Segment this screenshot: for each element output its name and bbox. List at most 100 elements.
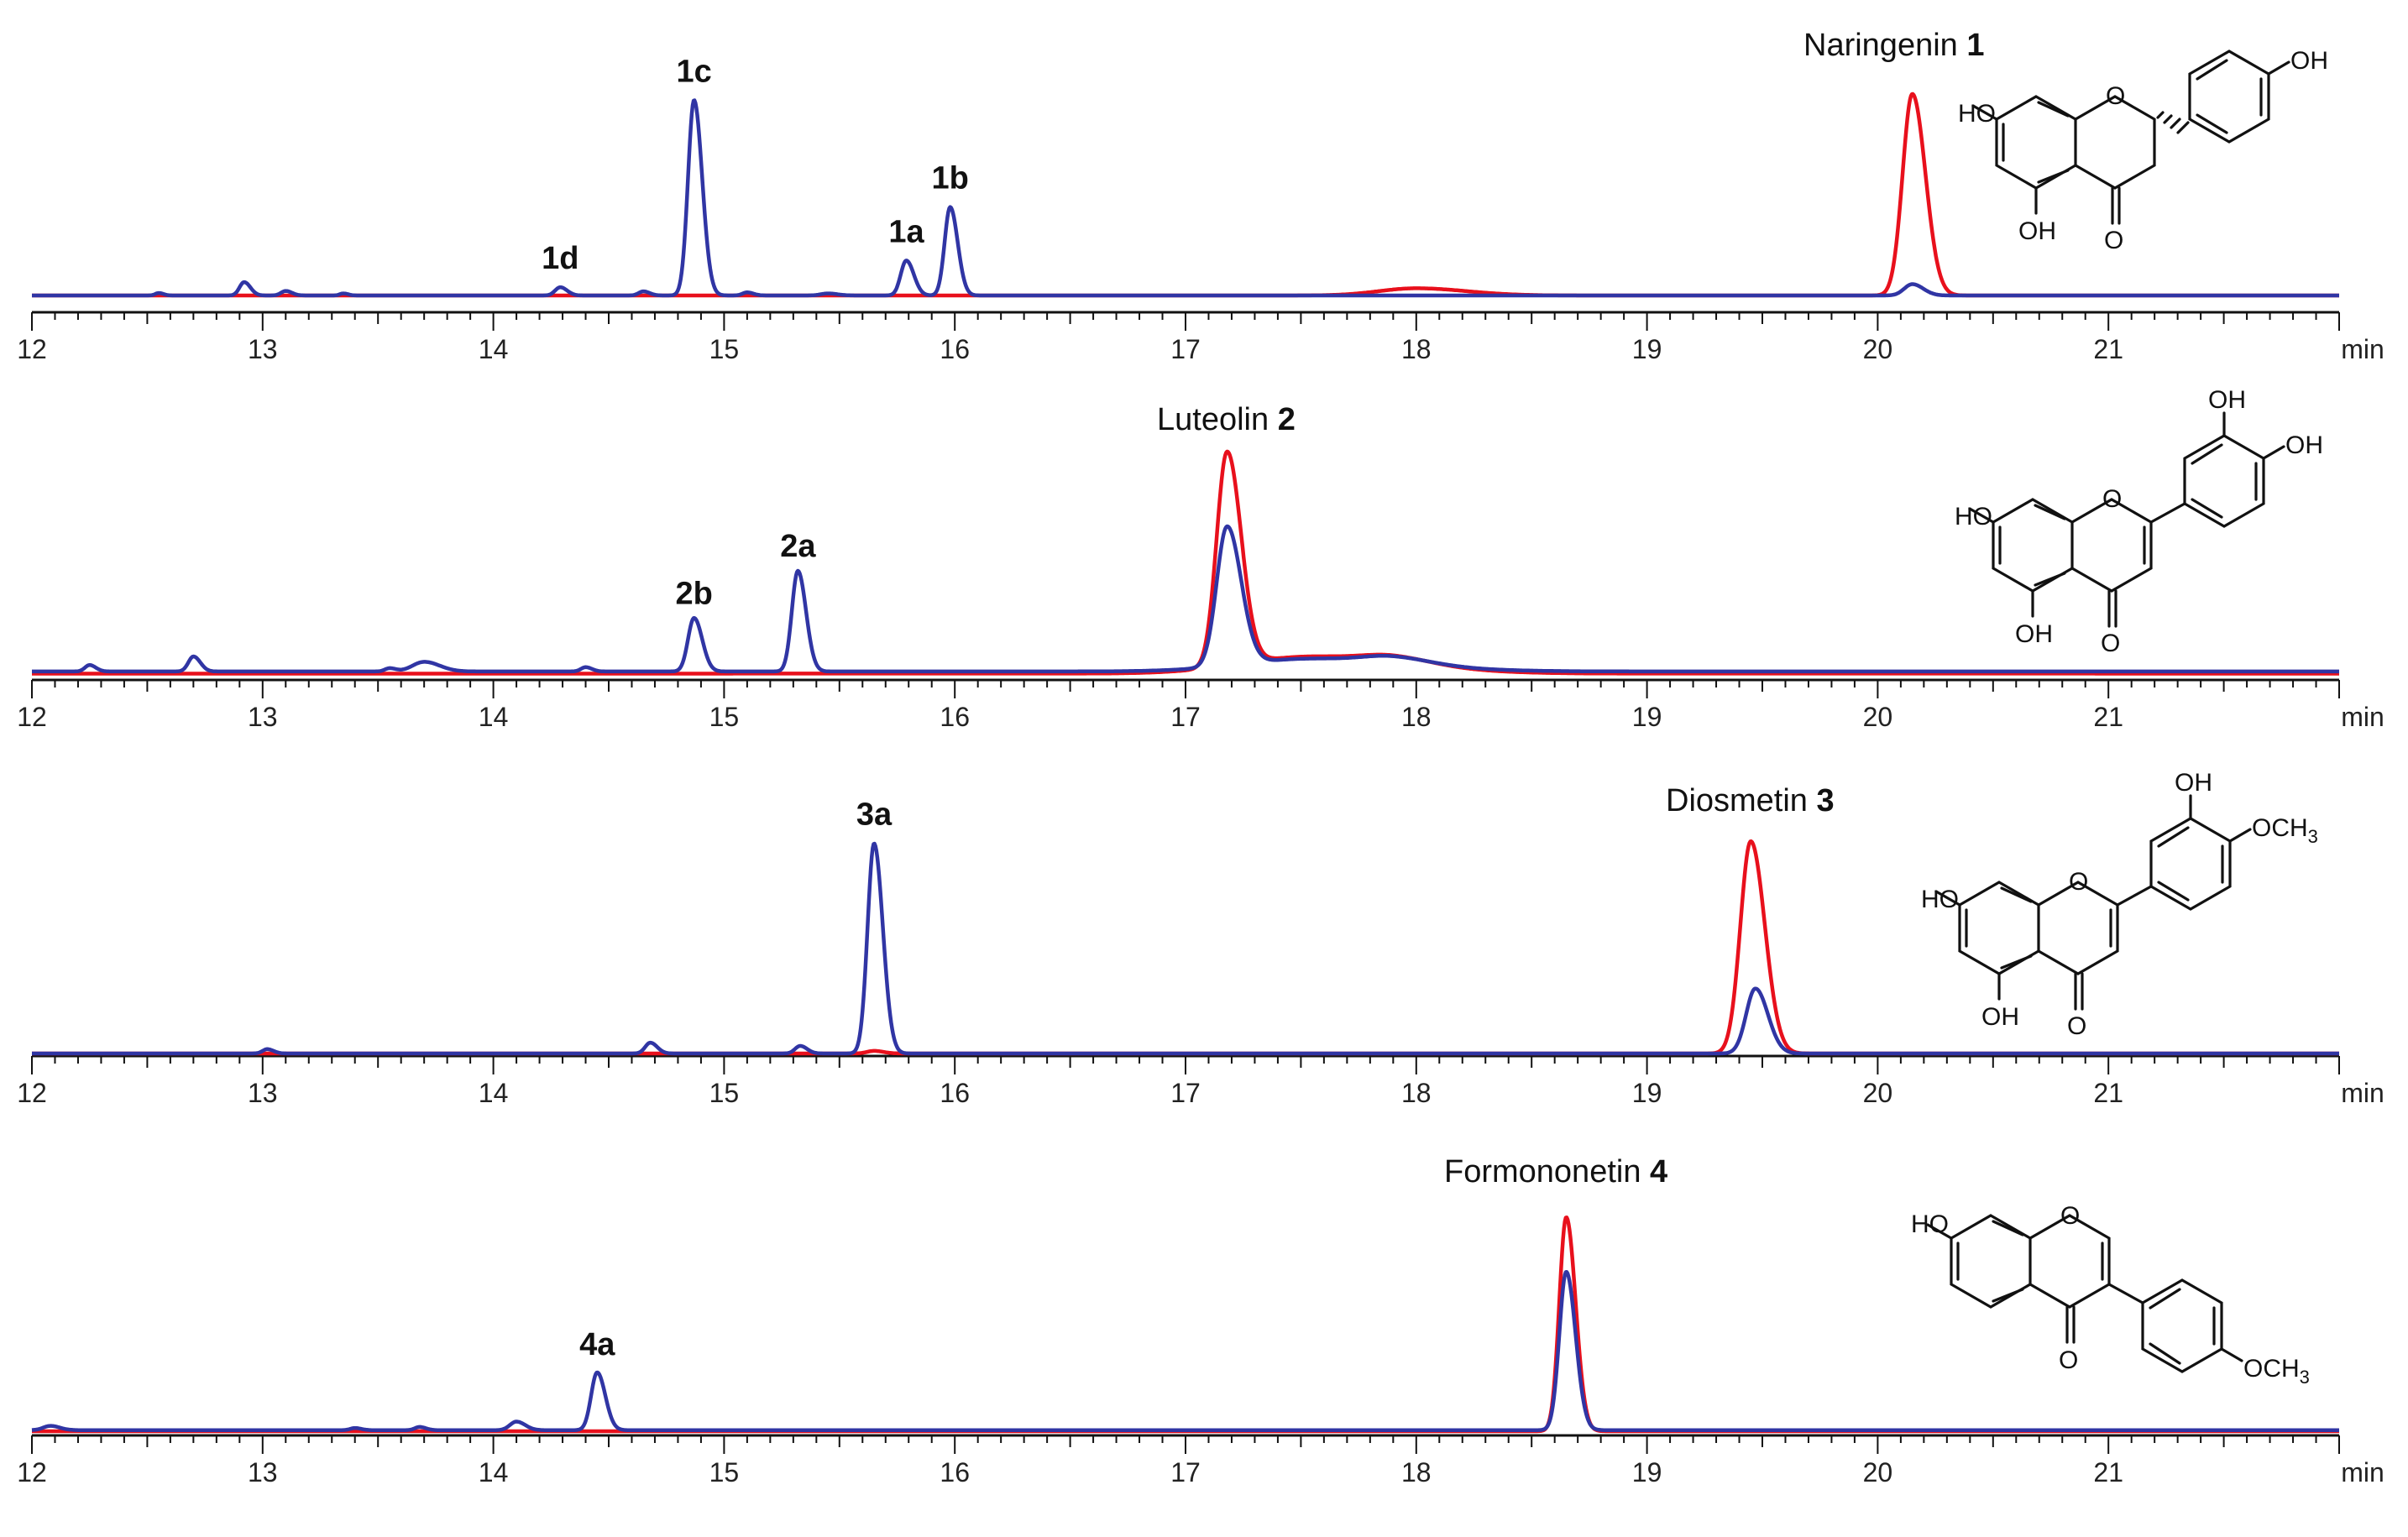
tick-label: 13 (248, 702, 278, 732)
x-axis-diosmetin: 12 13 14 15 16 17 18 19 20 21 min (17, 1054, 2384, 1108)
tick-label: 18 (1401, 1078, 1432, 1108)
tick-label: 16 (940, 1457, 970, 1487)
compound-title-naringenin: Naringenin 1 (1803, 28, 1985, 63)
x-axis-unit: min (2341, 702, 2384, 732)
compound-title-diosmetin: Diosmetin 3 (1666, 783, 1835, 818)
label-ho: HO (1921, 886, 1959, 913)
tick-label: 17 (1170, 1078, 1201, 1108)
tick-label: 20 (1863, 1078, 1893, 1108)
tick-label: 16 (940, 334, 970, 364)
tick-label: 13 (248, 1078, 278, 1108)
traces-naringenin (30, 91, 2341, 298)
tick-label: 19 (1632, 334, 1662, 364)
tick-label: 15 (709, 702, 740, 732)
trace-blue (30, 98, 2341, 298)
label-oh-5: OH (2018, 217, 2056, 245)
tick-label: 12 (17, 1078, 47, 1108)
tick-label: 20 (1863, 334, 1893, 364)
tick-label: 21 (2093, 1078, 2123, 1108)
label-carbonyl-o: O (2059, 1346, 2078, 1374)
tick-label: 21 (2093, 1457, 2123, 1487)
peak-label-2b: 2b (675, 576, 712, 611)
structure-luteolin: HO OH OH OH O O (1955, 386, 2323, 657)
tick-label: 17 (1170, 1457, 1201, 1487)
tick-label: 13 (248, 334, 278, 364)
tick-label: 17 (1170, 334, 1201, 364)
tick-label: 12 (17, 334, 47, 364)
peak-label-1a: 1a (888, 214, 924, 249)
trace-blue (30, 524, 2341, 674)
label-ho: HO (1955, 503, 1992, 531)
panel-formononetin: 12 13 14 15 16 17 18 19 20 21 min 4a Formononetin … (17, 1154, 2384, 1487)
tick-label: 20 (1863, 1457, 1893, 1487)
tick-label: 19 (1632, 702, 1662, 732)
label-carbonyl-o: O (2104, 227, 2123, 254)
peak-labels-formononetin: 4a (579, 1327, 615, 1362)
tick-label: 18 (1401, 334, 1432, 364)
panel-diosmetin: 12 13 14 15 16 17 18 19 20 21 min 3a Diosmetin 3 H… (17, 769, 2384, 1108)
label-ring-o: O (2060, 1202, 2080, 1230)
peak-labels-luteolin: 2b 2a (675, 529, 816, 611)
structure-naringenin: HO OH OH O O (1958, 47, 2328, 254)
tick-label: 14 (479, 1078, 509, 1108)
traces-luteolin (30, 449, 2341, 676)
label-oh-3p: OH (2208, 386, 2246, 414)
tick-label: 15 (709, 1457, 740, 1487)
x-axis-unit: min (2341, 334, 2384, 364)
peak-label-2a: 2a (780, 529, 816, 564)
x-axis-luteolin: 12 13 14 15 16 17 18 19 20 21 min (17, 678, 2384, 732)
label-och3: OCH3 (2252, 814, 2318, 847)
tick-label: 12 (17, 702, 47, 732)
peak-label-1c: 1c (677, 54, 712, 89)
x-axis-naringenin: 12 13 14 15 16 17 18 19 20 21 min (17, 311, 2384, 364)
tick-label: 16 (940, 702, 970, 732)
tick-label: 14 (479, 702, 509, 732)
label-och3: OCH3 (2243, 1355, 2310, 1388)
tick-label: 14 (479, 1457, 509, 1487)
tick-label: 21 (2093, 702, 2123, 732)
label-ring-o: O (2102, 485, 2122, 513)
traces-diosmetin (30, 839, 2341, 1056)
peak-label-4a: 4a (579, 1327, 615, 1362)
tick-label: 19 (1632, 1078, 1662, 1108)
trace-blue (30, 841, 2341, 1056)
tick-label: 13 (248, 1457, 278, 1487)
label-carbonyl-o: O (2067, 1012, 2086, 1040)
tick-label: 17 (1170, 702, 1201, 732)
tick-label: 21 (2093, 334, 2123, 364)
trace-blue (30, 1270, 2341, 1432)
x-axis-formononetin: 12 13 14 15 16 17 18 19 20 21 min (17, 1434, 2384, 1487)
label-oh-4p: OH (2285, 431, 2323, 459)
structure-diosmetin: HO OH OCH3 OH O O (1921, 769, 2318, 1040)
label-ho: HO (1958, 100, 1996, 128)
compound-title-luteolin: Luteolin 2 (1157, 402, 1296, 437)
tick-label: 20 (1863, 702, 1893, 732)
tick-label: 15 (709, 1078, 740, 1108)
x-axis-unit: min (2341, 1078, 2384, 1108)
peak-label-1b: 1b (932, 161, 969, 196)
peak-label-3a: 3a (856, 797, 893, 833)
compound-title-formononetin: Formononetin 4 (1444, 1154, 1667, 1189)
structure-formononetin: HO O O OCH3 (1911, 1202, 2310, 1388)
tick-label: 15 (709, 334, 740, 364)
tick-label: 18 (1401, 1457, 1432, 1487)
label-ring-o: O (2069, 868, 2088, 896)
label-ring-o: O (2106, 82, 2125, 110)
label-oh-5: OH (1981, 1003, 2019, 1031)
label-carbonyl-o: O (2101, 630, 2120, 657)
tick-label: 19 (1632, 1457, 1662, 1487)
label-oh-b: OH (2290, 47, 2328, 75)
tick-label: 12 (17, 1457, 47, 1487)
label-ho: HO (1911, 1210, 1949, 1238)
traces-formononetin (30, 1215, 2341, 1434)
label-oh-5: OH (2015, 620, 2053, 648)
tick-label: 18 (1401, 702, 1432, 732)
trace-red (30, 1215, 2341, 1434)
tick-label: 16 (940, 1078, 970, 1108)
peak-labels-diosmetin: 3a (856, 797, 893, 833)
x-axis-unit: min (2341, 1457, 2384, 1487)
